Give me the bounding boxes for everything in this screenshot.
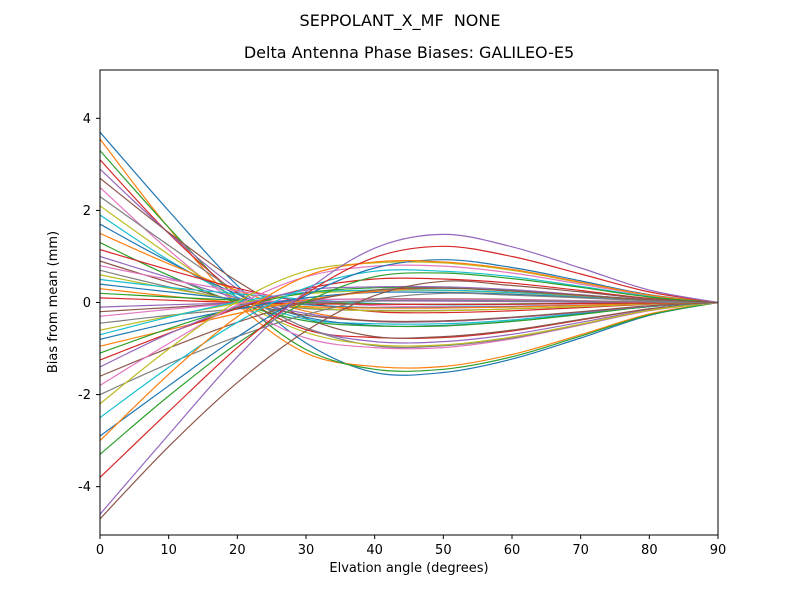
x-tick-label: 80 (641, 543, 658, 558)
bias-curve (100, 205, 718, 347)
bias-curve (100, 242, 718, 328)
figure-title: SEPPOLANT_X_MF NONE (300, 11, 501, 31)
x-tick-label: 60 (504, 543, 521, 558)
bias-curve (100, 177, 718, 339)
bias-curve (100, 233, 718, 515)
bias-curve (100, 288, 718, 309)
bias-curve (100, 259, 718, 437)
bias-curve (100, 150, 718, 372)
y-tick-label: 4 (83, 112, 91, 127)
x-tick-label: 90 (710, 543, 727, 558)
bias-curve (100, 168, 718, 344)
bias-curve (100, 260, 718, 442)
x-tick-label: 10 (160, 543, 177, 558)
y-axis-label: Bias from mean (mm) (46, 231, 61, 373)
curves-layer (100, 131, 718, 520)
x-axis-label: Elvation angle (degrees) (329, 561, 488, 576)
x-tick-label: 70 (572, 543, 589, 558)
bias-curve (100, 292, 718, 396)
axes-title: Delta Antenna Phase Biases: GALILEO-E5 (244, 43, 574, 62)
bias-curve (100, 277, 718, 361)
bias-curve (100, 299, 718, 324)
bias-curve (100, 260, 718, 323)
y-tick-label: -4 (78, 480, 91, 495)
x-tick-label: 0 (96, 543, 104, 558)
bias-curve (100, 297, 718, 305)
bias-curve (100, 245, 718, 479)
y-tick-label: 2 (83, 204, 91, 219)
x-tick-label: 40 (366, 543, 383, 558)
bias-curve (100, 287, 718, 377)
x-tick-label: 20 (229, 543, 246, 558)
bias-curve (100, 274, 718, 312)
y-tick-label: -2 (78, 388, 91, 403)
y-tick-label: 0 (83, 296, 91, 311)
axes-frame: 0 10 20 30 40 50 60 70 80 90 -4 -2 0 2 4 (78, 69, 727, 558)
x-tick-label: 30 (298, 543, 315, 558)
bias-curve (100, 280, 718, 520)
bias-curve (100, 272, 718, 455)
bias-curve (100, 131, 718, 376)
bias-curve (100, 269, 718, 419)
bias-curve (100, 249, 718, 314)
x-tick-label: 50 (435, 543, 452, 558)
